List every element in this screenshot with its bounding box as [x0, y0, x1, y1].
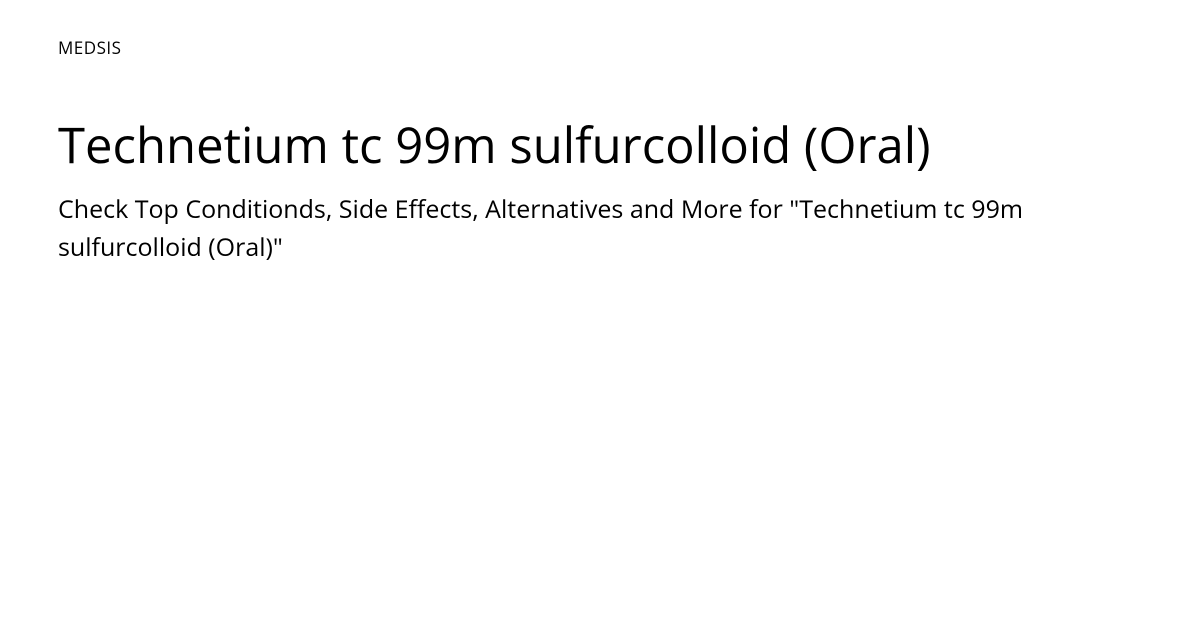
page-title: Technetium tc 99m sulfurcolloid (Oral) [58, 117, 1142, 173]
page-subtitle: Check Top Conditionds, Side Effects, Alt… [58, 191, 1138, 266]
brand-label: MEDSIS [58, 36, 1142, 59]
